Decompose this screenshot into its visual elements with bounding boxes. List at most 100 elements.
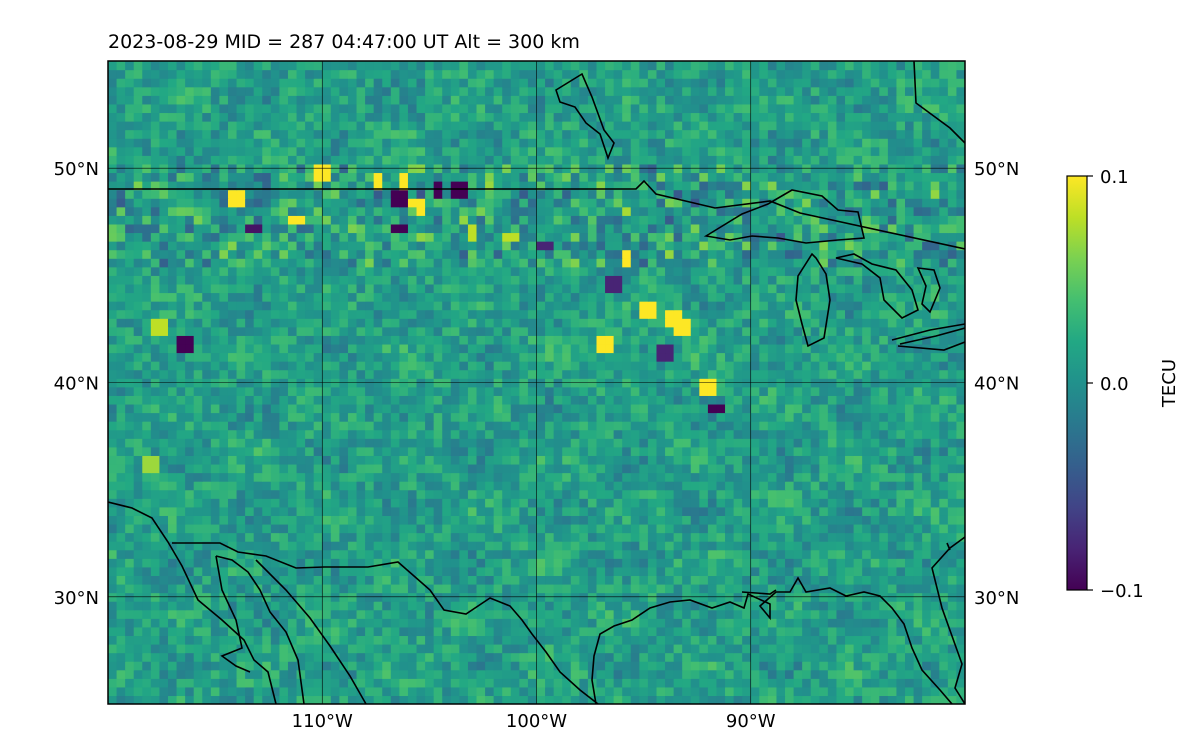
heatmap-cell <box>108 558 118 568</box>
heatmap-cell <box>570 506 580 516</box>
heatmap-cell <box>459 575 469 585</box>
heatmap-cell <box>493 498 503 508</box>
heatmap-cell <box>108 481 118 491</box>
heatmap-cell <box>125 609 135 619</box>
heatmap-cell <box>742 455 752 465</box>
heatmap-cell <box>442 446 452 456</box>
heatmap-cell <box>356 695 366 704</box>
heatmap-cell <box>476 275 486 285</box>
heatmap-cell <box>827 386 838 396</box>
heatmap-cell <box>673 618 683 628</box>
heatmap-cell <box>725 532 735 542</box>
heatmap-cell <box>819 403 829 414</box>
heatmap-cell <box>125 318 135 328</box>
heatmap-cell <box>630 566 640 576</box>
heatmap-cell <box>905 438 915 448</box>
heatmap-cell <box>785 455 795 465</box>
heatmap-cell <box>210 601 221 611</box>
heatmap-cell <box>467 395 478 405</box>
heatmap-cell <box>502 463 512 474</box>
heatmap-cell <box>639 523 649 534</box>
heatmap-cell <box>622 695 632 704</box>
heatmap-cell <box>853 438 863 448</box>
heatmap-cell <box>527 678 538 688</box>
heatmap-cell <box>802 506 812 516</box>
heatmap-cell <box>810 438 820 448</box>
heatmap-cell <box>956 318 965 328</box>
heatmap-cell <box>330 292 340 302</box>
heatmap-cell <box>287 678 298 688</box>
heatmap-cell <box>947 301 958 311</box>
heatmap-cell <box>690 515 700 525</box>
heatmap-cell <box>690 626 700 637</box>
heatmap-cell <box>202 301 212 311</box>
heatmap-cell <box>330 601 340 611</box>
heatmap-cell <box>262 515 272 525</box>
heatmap-cell <box>262 352 272 362</box>
heatmap-cell <box>176 301 186 311</box>
heatmap-cell <box>725 643 735 654</box>
heatmap-cell <box>785 652 795 662</box>
heatmap-cell <box>416 429 426 439</box>
heatmap-cell <box>339 652 349 662</box>
heatmap-cell <box>390 575 400 585</box>
heatmap-cell <box>793 361 803 371</box>
heatmap-cell <box>176 438 186 448</box>
heatmap-cell <box>493 678 503 688</box>
heatmap-cell <box>793 335 803 345</box>
heatmap-cell <box>133 403 143 414</box>
heatmap-cell <box>185 335 195 345</box>
heatmap-cell <box>767 523 778 534</box>
heatmap-cell <box>133 309 143 319</box>
heatmap-cell <box>459 463 469 474</box>
heatmap-cell <box>793 618 803 628</box>
heatmap-cell <box>630 275 640 285</box>
heatmap-cell <box>639 463 649 474</box>
heatmap-cell <box>887 395 898 405</box>
heatmap-cell <box>476 601 486 611</box>
heatmap-cell <box>245 318 255 328</box>
heatmap-cell <box>150 275 161 285</box>
heatmap-cell <box>562 583 572 594</box>
heatmap-cell <box>108 343 118 354</box>
heatmap-cell <box>133 549 143 559</box>
heatmap-cell <box>725 549 735 559</box>
heatmap-cell <box>527 652 538 662</box>
heatmap-cell <box>750 318 760 328</box>
heatmap-cell <box>202 609 212 619</box>
heatmap-cell <box>245 292 255 302</box>
heatmap-cell <box>485 695 495 704</box>
heatmap-cell <box>750 626 760 637</box>
heatmap-cell <box>425 558 435 568</box>
heatmap-cell <box>108 515 118 525</box>
heatmap-cell <box>322 498 332 508</box>
heatmap-cell <box>707 515 718 525</box>
heatmap-cell <box>185 352 195 362</box>
heatmap-cell <box>493 661 503 671</box>
heatmap-cell <box>716 275 726 285</box>
heatmap-cell <box>313 429 323 439</box>
heatmap-cell <box>827 301 838 311</box>
heatmap-cell <box>108 386 118 396</box>
heatmap-cell <box>699 292 709 302</box>
heatmap-cell <box>622 395 632 405</box>
heatmap-cell <box>545 403 555 414</box>
heatmap-cell <box>742 446 752 456</box>
heatmap-cell <box>296 438 306 448</box>
heatmap-cell <box>519 455 529 465</box>
heatmap-cell <box>425 583 435 594</box>
heatmap-cell <box>690 643 700 654</box>
heatmap-cell <box>390 361 400 371</box>
heatmap-cell <box>622 575 632 585</box>
heatmap-cell <box>236 446 246 456</box>
heatmap-cell <box>527 609 538 619</box>
heatmap-cell <box>236 421 246 431</box>
heatmap-cell <box>416 575 426 585</box>
heatmap-cell <box>922 592 932 602</box>
heatmap-cell <box>939 403 949 414</box>
heatmap-cell <box>887 386 898 396</box>
heatmap-cell <box>476 292 486 302</box>
heatmap-cell <box>656 635 666 645</box>
heatmap-cell <box>845 626 855 637</box>
heatmap-cell <box>176 455 186 465</box>
